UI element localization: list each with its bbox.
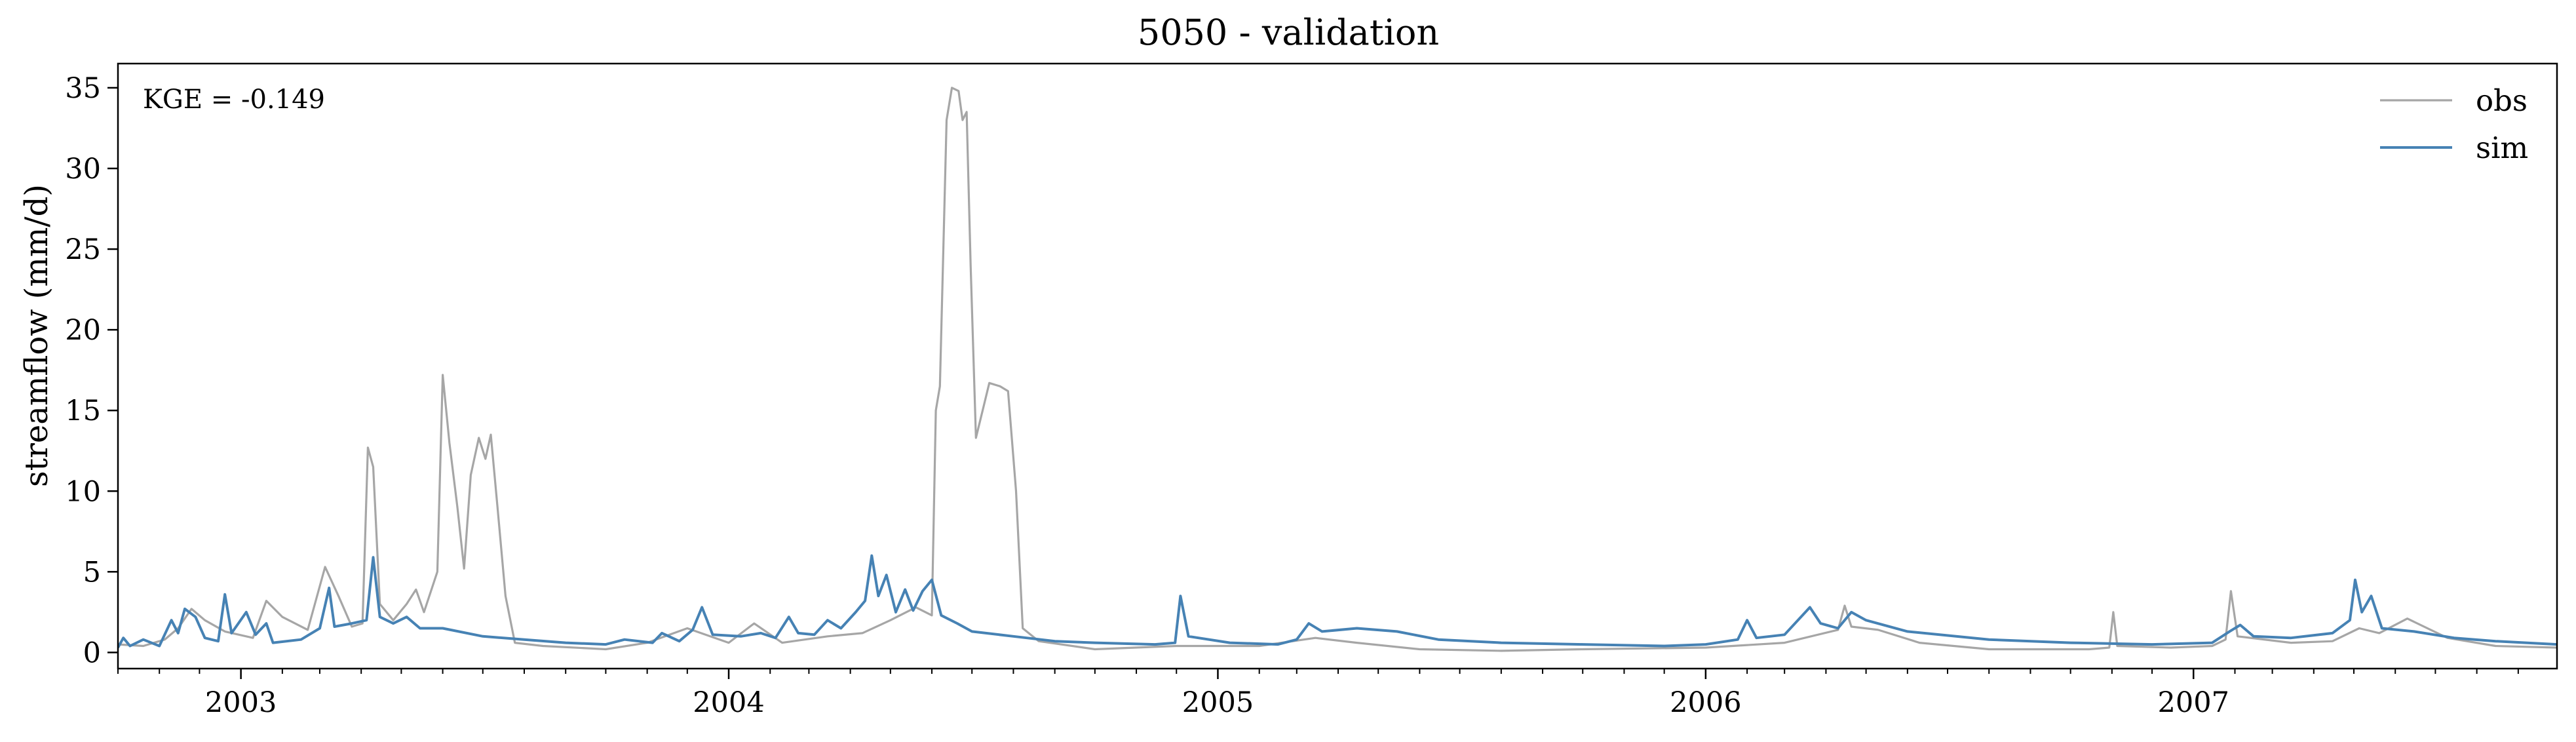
y-tick-label: 10 [65,475,101,508]
legend-label-obs: obs [2476,83,2528,118]
series-line-obs [118,87,2557,652]
x-tick-label: 2006 [1670,686,1741,719]
y-tick-label: 5 [83,556,101,589]
y-tick-label: 0 [83,636,101,669]
x-tick-label: 2005 [1182,686,1254,719]
y-tick-label: 30 [65,153,101,186]
axes-frame [117,62,2558,670]
y-tick-label: 25 [65,233,101,266]
chart-title: 5050 - validation [1138,12,1439,53]
y-tick-label: 20 [65,314,101,347]
y-tick-label: 35 [65,72,101,105]
x-tick-label: 2007 [2158,686,2229,719]
y-tick-label: 15 [65,395,101,427]
x-tick-label: 2003 [205,686,277,719]
y-axis-label: streamflow (mm/d) [18,184,55,487]
series-line-sim [118,554,2557,648]
x-tick-label: 2004 [693,686,764,719]
plot-area: 0 5 10 15 20 25 30 35 2003 2004 2005 2006 2007 KGE = … [65,62,2558,719]
kge-annotation: KGE = -0.149 [143,85,325,115]
legend-label-sim: sim [2476,130,2528,165]
